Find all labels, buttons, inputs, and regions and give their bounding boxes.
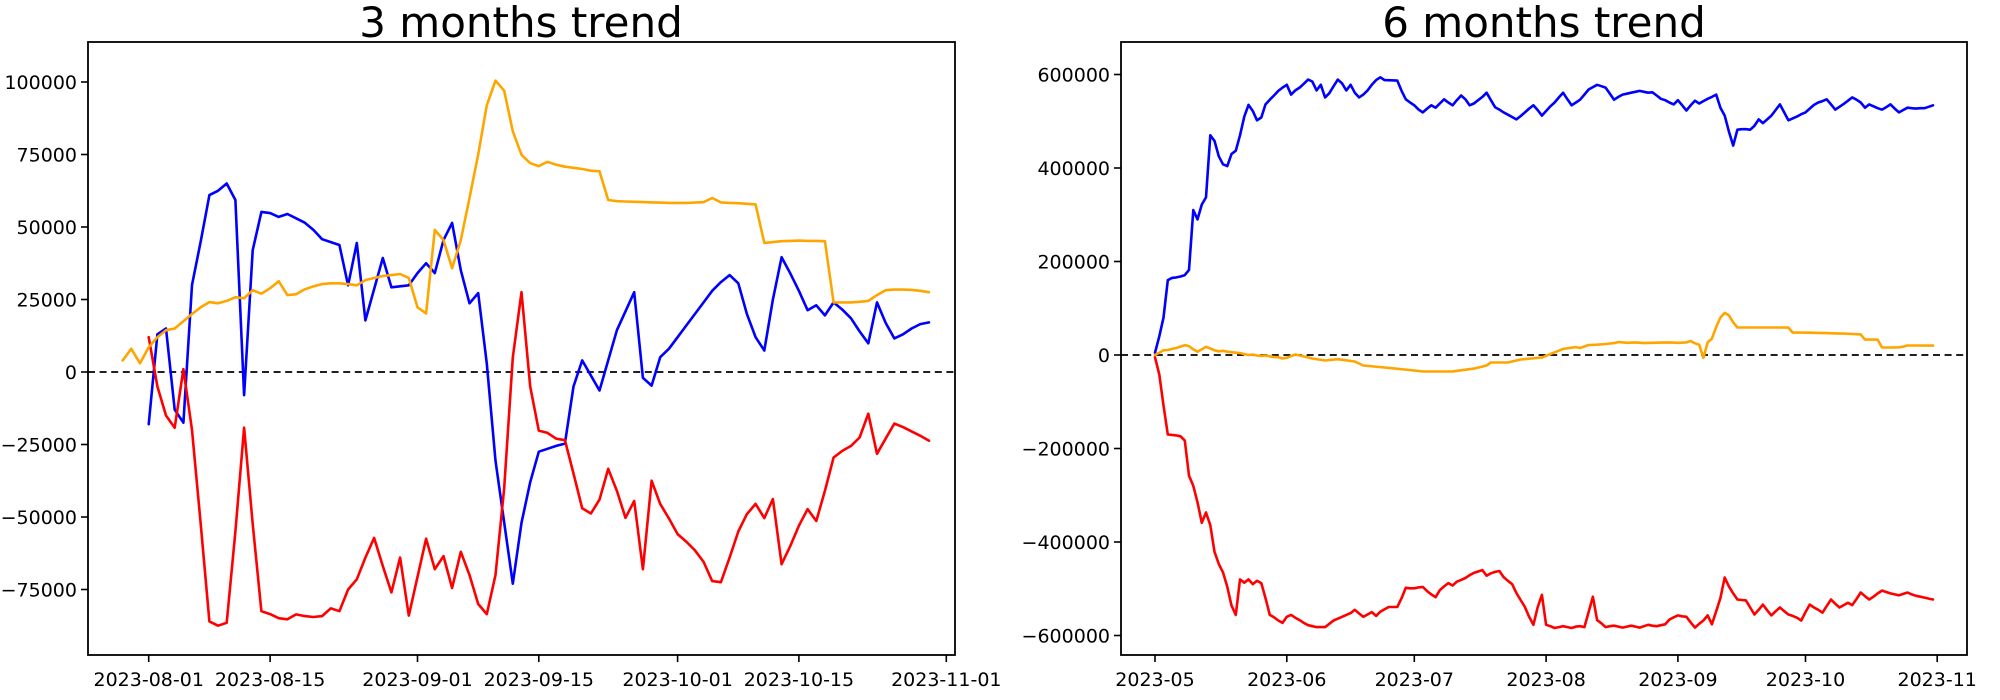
x-tick-label: 2023-08-15: [215, 669, 325, 691]
x-tick-label: 2023-11-01: [891, 669, 1001, 691]
series-line-blue: [147, 182, 931, 586]
y-tick-label: 100000: [4, 72, 77, 94]
x-tick-label: 2023-06: [1247, 669, 1326, 691]
y-tick-label: 75000: [17, 145, 77, 167]
y-tick-label: 25000: [17, 290, 77, 312]
series-line-blue: [1153, 76, 1935, 355]
y-tick-label: −600000: [1022, 626, 1110, 648]
x-tick-label: 2023-05: [1115, 669, 1194, 691]
x-tick-label: 2023-10-15: [744, 669, 854, 691]
x-tick-label: 2023-09: [1638, 669, 1717, 691]
plot-frame: [87, 41, 956, 656]
y-tick-label: 0: [1098, 345, 1110, 367]
chart-title-3-months: 3 months trend: [359, 0, 683, 47]
x-tick-label: 2023-11: [1898, 669, 1977, 691]
y-tick-label: 50000: [17, 217, 77, 239]
x-tick-label: 2023-08: [1506, 669, 1585, 691]
y-tick-label: 200000: [1037, 252, 1110, 274]
x-tick-label: 2023-10-01: [622, 669, 732, 691]
x-tick-label: 2023-09-01: [362, 669, 472, 691]
y-tick-label: −400000: [1022, 532, 1110, 554]
six-months-trend-chart: 2023-05 2023-06 2023-07 2023-08 2023-09 2023-…: [1022, 41, 1977, 691]
x-tick-label: 2023-08-01: [93, 669, 203, 691]
series-line-orange: [121, 79, 931, 365]
y-tick-label: −50000: [1, 507, 77, 529]
y-tick-label: −75000: [1, 580, 77, 602]
y-tick-label: 400000: [1037, 158, 1110, 180]
y-tick-label: 600000: [1037, 65, 1110, 87]
series-line-red: [1153, 355, 1935, 630]
y-tick-label: −25000: [1, 435, 77, 457]
y-tick-label: 0: [65, 362, 77, 384]
x-tick-label: 2023-10: [1766, 669, 1845, 691]
x-tick-label: 2023-07: [1375, 669, 1454, 691]
series-line-red: [147, 290, 931, 628]
x-tick-label: 2023-09-15: [484, 669, 594, 691]
y-tick-label: −200000: [1022, 439, 1110, 461]
three-months-trend-chart: 2023-08-01 2023-08-15 2023-09-01 2023-09-15…: [1, 41, 1002, 691]
plot-frame: [1120, 41, 1968, 656]
chart-title-6-months: 6 months trend: [1382, 0, 1706, 47]
series-line-orange: [1153, 311, 1935, 373]
